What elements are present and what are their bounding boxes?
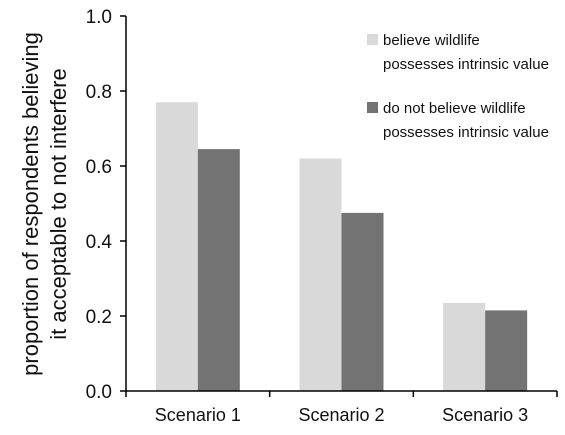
bar-do-not-believe-2: [341, 212, 384, 391]
legend-swatch-1: [367, 34, 378, 45]
x-axis-ticks: Scenario 1 Scenario 2 Scenario 3: [125, 391, 558, 425]
bar-believe-1: [155, 102, 198, 391]
y-tick-label: 0.2: [86, 307, 112, 328]
bar-believe-2: [299, 158, 342, 391]
y-tick-label: 0.4: [86, 232, 113, 253]
y-tick-label: 0.0: [86, 382, 112, 403]
legend-label-2: do not believe wildlife: [383, 100, 526, 117]
y-axis-label-line-1: proportion of respondents believing: [18, 32, 43, 376]
y-axis-label: proportion of respondents believing it a…: [18, 32, 71, 376]
y-axis-label-line-2: it acceptable to not interfere: [46, 68, 71, 340]
bar-do-not-believe-3: [485, 310, 528, 391]
x-tick-label: Scenario 1: [155, 405, 241, 425]
bars: [155, 102, 528, 391]
x-tick-label: Scenario 3: [442, 405, 528, 425]
legend-label-1: believe wildlife: [383, 32, 480, 49]
bar-do-not-believe-1: [197, 149, 240, 391]
legend-swatch-2: [367, 102, 378, 113]
x-tick-label: Scenario 2: [298, 405, 384, 425]
legend-label-2: possesses intrinsic value: [383, 124, 549, 141]
y-axis-ticks: 0.0 0.2 0.4 0.6 0.8 1.0: [86, 7, 126, 403]
legend-label-1: possesses intrinsic value: [383, 56, 549, 73]
bar-believe-3: [443, 302, 486, 391]
y-tick-label: 1.0: [86, 7, 112, 28]
y-tick-label: 0.6: [86, 157, 112, 178]
y-tick-label: 0.8: [86, 82, 112, 103]
legend: believe wildlife possesses intrinsic valu…: [367, 32, 549, 141]
